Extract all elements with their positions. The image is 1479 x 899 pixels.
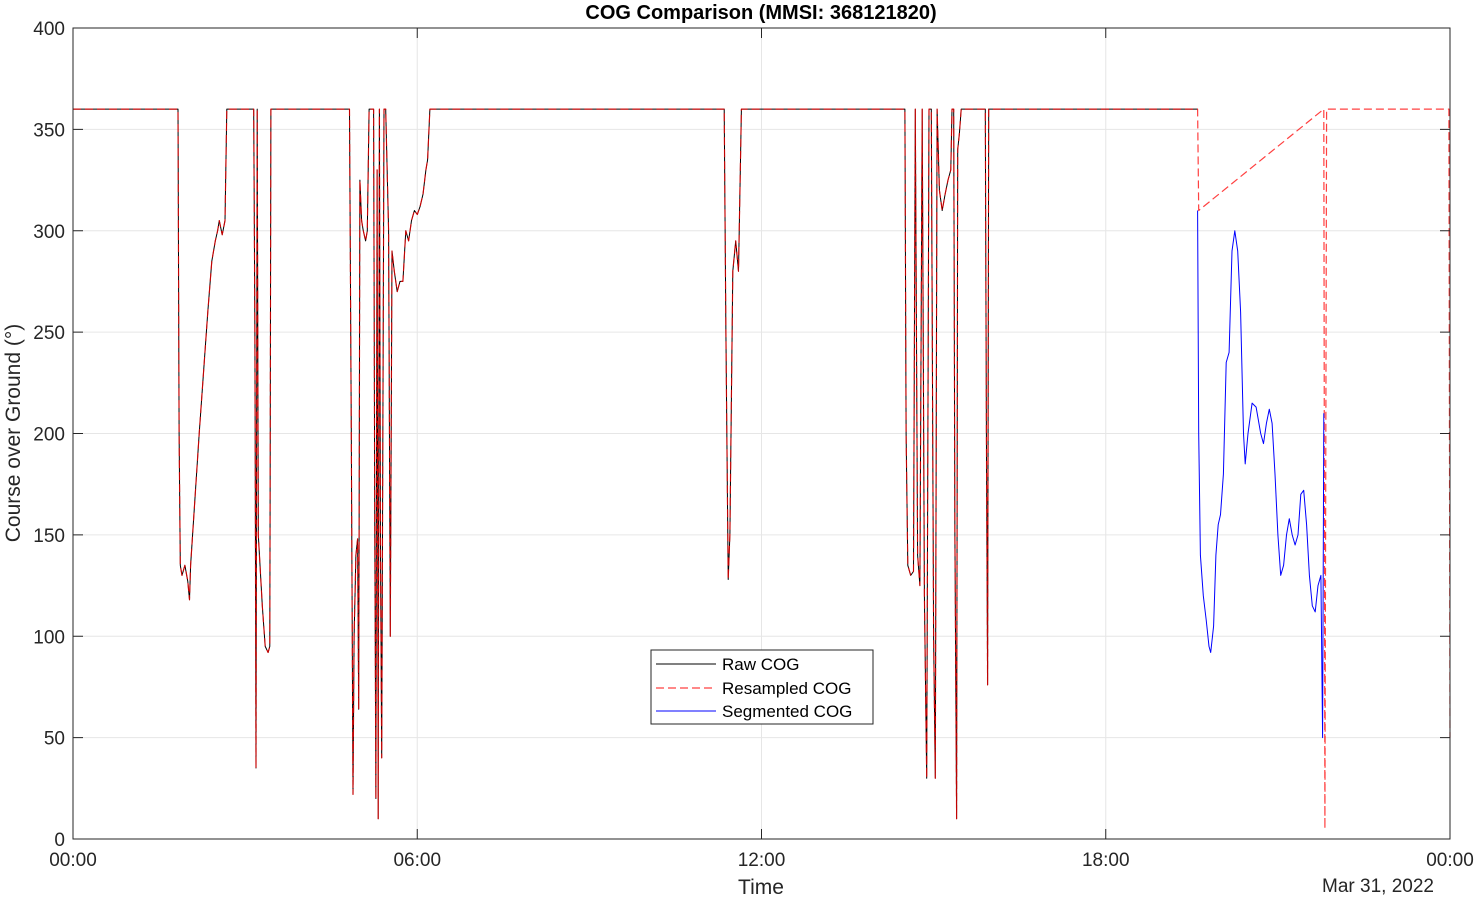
y-tick-label: 250 [33,323,65,344]
date-label: Mar 31, 2022 [1322,876,1434,897]
y-tick-label: 150 [33,526,65,547]
y-axis-label: Course over Ground (°) [2,324,25,542]
series-resampled-cogline [73,108,1451,830]
series-raw-cogline [73,108,1198,820]
y-tick-label: 100 [33,627,65,648]
legend: Raw COG Resampled COG Segmented COG [650,649,874,725]
x-tick-label: 00:00 [1426,850,1474,871]
y-tick-label: 200 [33,425,65,446]
x-tick-label: 18:00 [1082,850,1130,871]
y-tick-label: 350 [33,120,65,141]
y-tick-label: 50 [44,729,65,750]
y-tick-label: 0 [54,830,65,851]
legend-label-resampled: Resampled COG [722,679,851,698]
legend-label-raw: Raw COG [722,655,799,674]
legend-box [650,649,874,725]
chart-title: COG Comparison (MMSI: 368121820) [585,2,936,24]
series-segmented-cogline [1197,210,1325,739]
y-tick-label: 300 [33,222,65,243]
grid-lines [73,28,1450,839]
axis-ticks: 00:00 06:00 12:00 18:00 00:00050100150200250… [33,19,1473,871]
x-tick-label: 06:00 [393,850,441,871]
series-lines [73,108,1451,830]
x-tick-label: 00:00 [49,850,97,871]
x-tick-label: 12:00 [738,850,786,871]
x-axis-label: Time [738,876,784,899]
y-tick-label: 400 [33,19,65,40]
legend-label-segmented: Segmented COG [722,702,852,721]
